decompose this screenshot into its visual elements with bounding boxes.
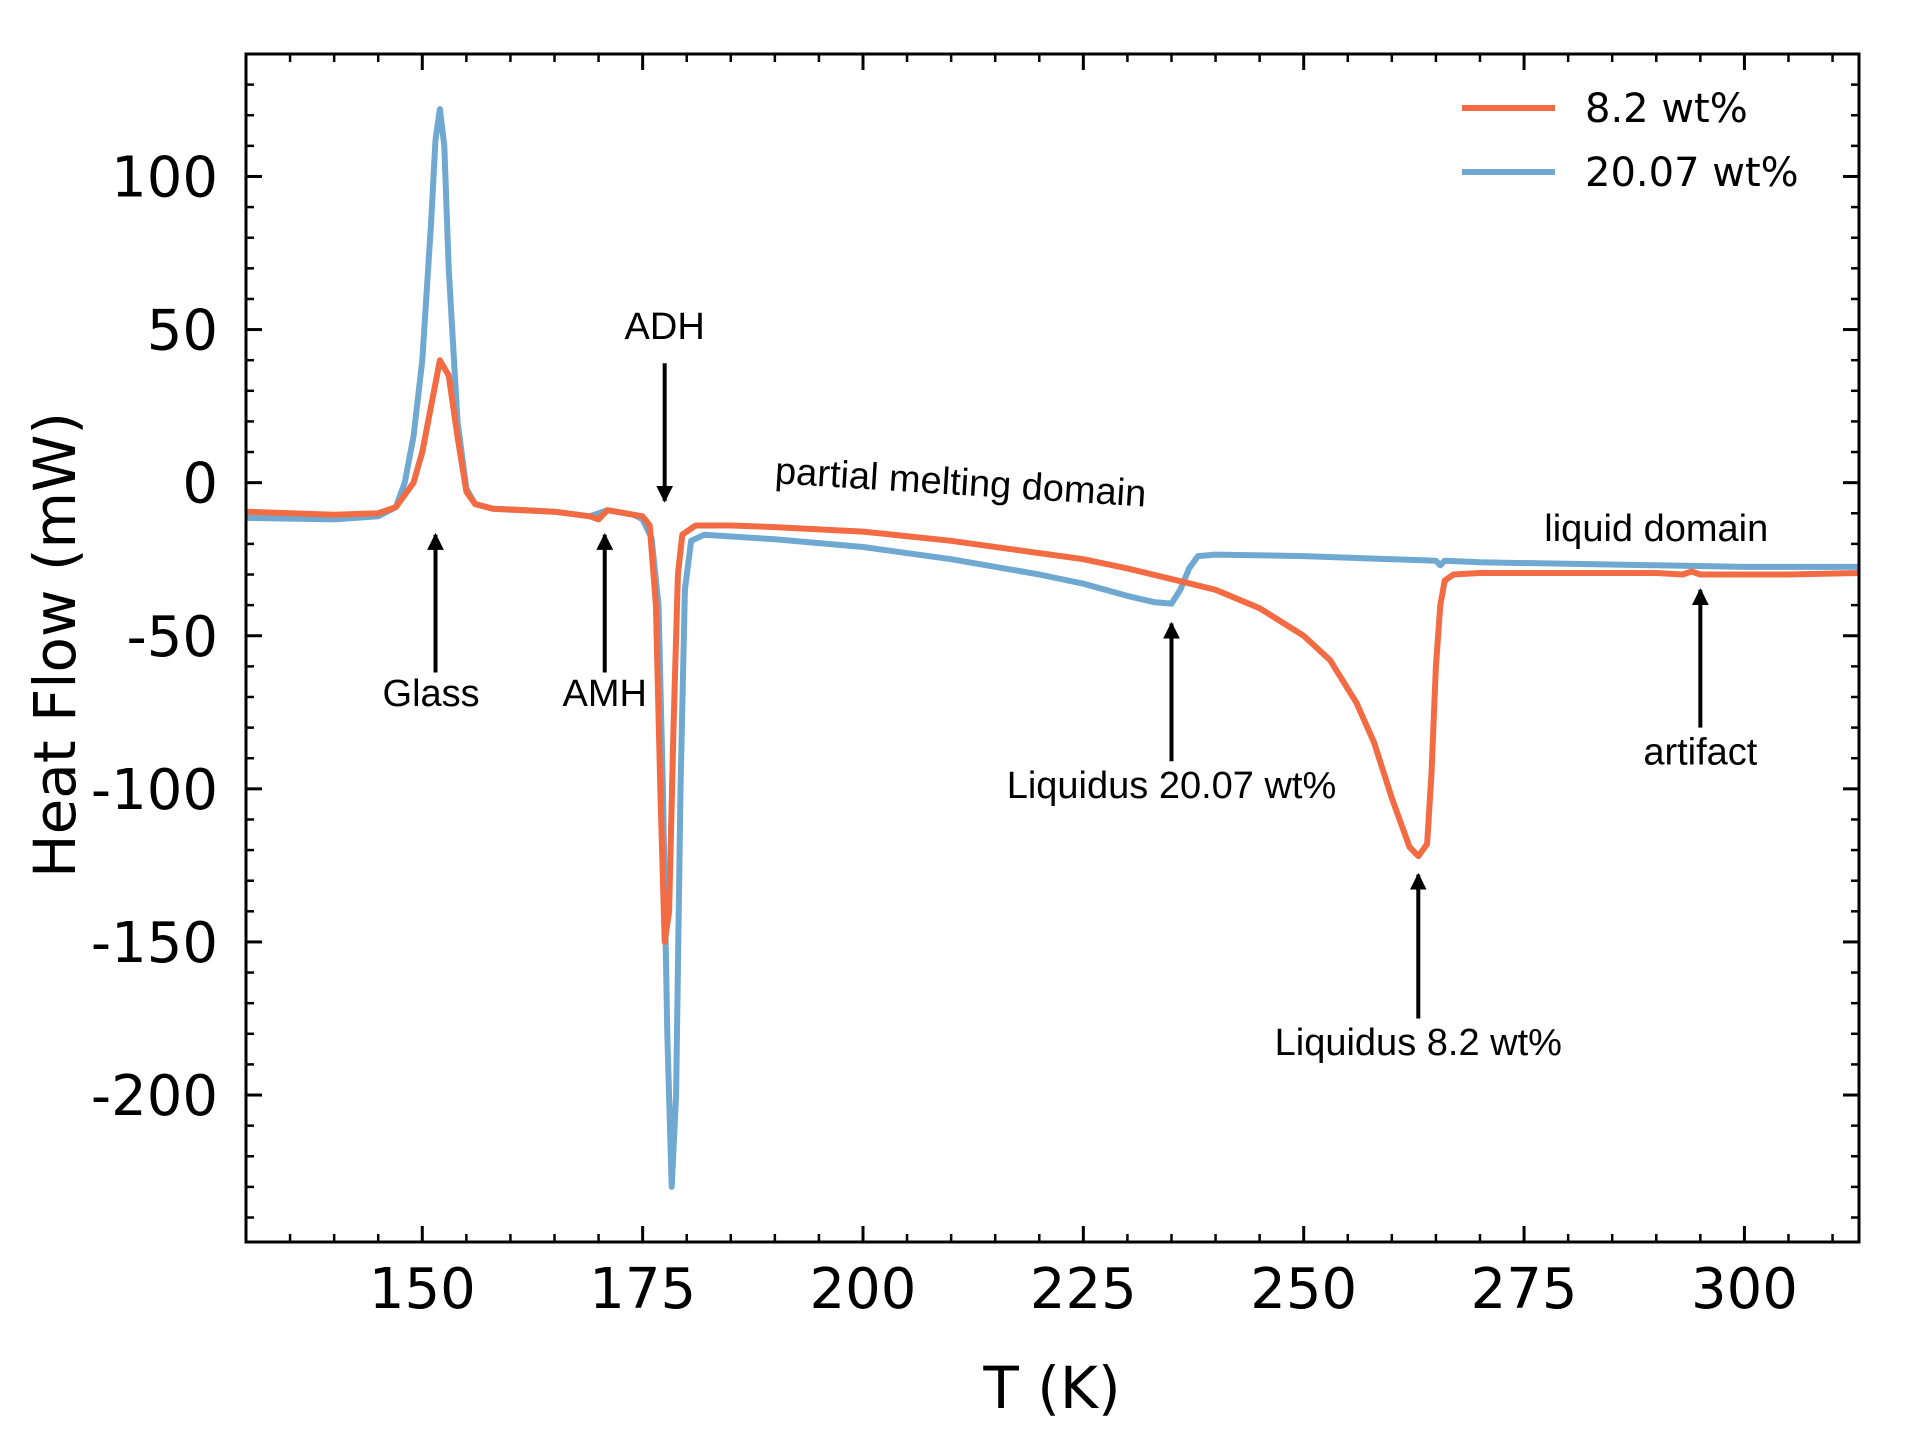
series-line-orange [246,357,1859,945]
series-line-blue [246,106,1859,1190]
y-axis-label: Heat Flow (mW) [21,412,89,878]
annotation-label: Glass [383,673,480,715]
y-tick-label: -200 [91,1064,218,1129]
annotation-label: ADH [625,306,705,348]
x-tick-label: 225 [1030,1257,1137,1322]
annotations: Glass AMH ADH partial melting domain Liquidu… [383,306,1769,1064]
y-tick-label: 0 [182,452,218,517]
legend-label: 20.07 wt% [1585,150,1799,196]
annotation-label: partial melting domain [774,450,1148,515]
y-tick-label: -150 [91,911,218,976]
annotation-label: Liquidus 8.2 wt% [1275,1022,1562,1064]
legend-label: 8.2 wt% [1585,86,1748,132]
x-tick-label: 200 [810,1257,917,1322]
annotation-label: Liquidus 20.07 wt% [1007,765,1337,807]
x-tick-label: 250 [1250,1257,1357,1322]
y-tick-label: 50 [147,299,218,364]
axis-ticks: 150 175 200 225 250 275 300 100 50 0 -50 -100 -150 -2… [91,52,1859,1322]
y-tick-label: -100 [91,758,218,823]
x-tick-label: 300 [1691,1257,1798,1322]
x-tick-label: 150 [369,1257,476,1322]
annotation-label: liquid domain [1544,508,1768,550]
legend: 8.2 wt% 20.07 wt% [1462,86,1799,196]
y-tick-label: -50 [127,605,218,670]
series-layer [246,106,1859,1190]
annotation-label: AMH [563,673,647,715]
x-tick-label: 175 [589,1257,696,1322]
annotation-label: artifact [1643,731,1757,773]
x-axis-label: T (K) [982,1354,1120,1422]
y-tick-label: 100 [111,145,218,210]
x-tick-label: 275 [1471,1257,1578,1322]
plot-frame [244,52,1861,1244]
